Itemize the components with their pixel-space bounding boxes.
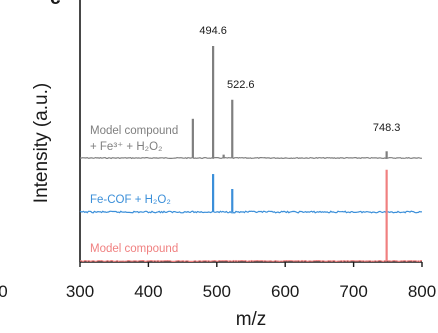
- x-tick-label: 600: [271, 282, 299, 301]
- x-tick-label: 800: [408, 282, 436, 301]
- x-tick-label: 300: [66, 282, 94, 301]
- trace-label: + Fe³⁺ + H₂O₂: [90, 141, 163, 153]
- peak-annotations: 494.6 522.6 748.3: [199, 25, 400, 134]
- trace-baseline: [79, 259, 422, 263]
- x-tick-label: 400: [134, 282, 162, 301]
- trace-baseline: [79, 156, 423, 160]
- spectra-traces: [79, 46, 423, 263]
- trace-labels: Model compound + Fe³⁺ + H₂O₂ Fe-COF + H₂O₂…: [90, 125, 178, 255]
- x-tick-label: 700: [339, 282, 367, 301]
- peak-annotation: 522.6: [227, 79, 255, 91]
- panel-letter: c: [50, 0, 61, 9]
- y-axis-title: Intensity (a.u.): [31, 83, 52, 203]
- trace-label: Model compound: [90, 243, 178, 255]
- trace-label: Fe-COF + H₂O₂: [90, 194, 171, 206]
- peak-annotation: 494.6: [199, 25, 227, 37]
- x-ticks: 300 400 500 600 700 800: [66, 262, 436, 301]
- x-tick-label: 500: [203, 282, 231, 301]
- trace-baseline: [79, 210, 423, 214]
- left-edge-tick-label: 0: [0, 282, 8, 301]
- peak-annotation: 748.3: [373, 122, 401, 134]
- x-axis-title: m/z: [236, 309, 267, 330]
- trace-label: Model compound: [90, 125, 178, 137]
